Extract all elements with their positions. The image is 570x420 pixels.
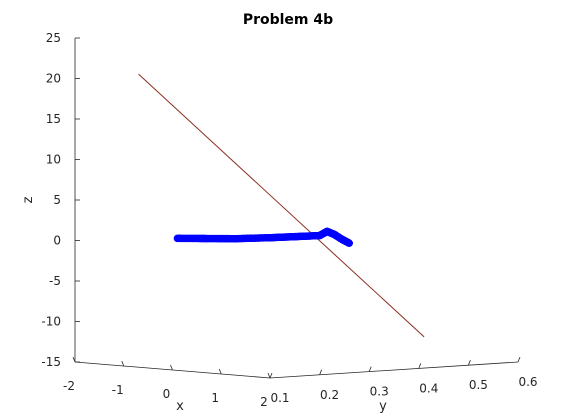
z-tick-label: 25 (46, 31, 61, 45)
y-tick-mark (319, 369, 322, 375)
y-tick-mark (517, 356, 521, 363)
x-tick-mark (121, 360, 125, 367)
z-tick-label: -15 (41, 355, 61, 369)
y-tick-label: 0.1 (270, 391, 289, 405)
z-tick-label: 0 (53, 234, 61, 248)
y-tick-label: 0.5 (469, 378, 488, 392)
x-tick-mark (170, 364, 173, 371)
x-tick-label: 2 (260, 395, 268, 409)
x-tick-label: 1 (211, 391, 219, 405)
y-tick-mark (418, 363, 422, 369)
data-point-marker (345, 239, 353, 247)
z-axis-label: z (21, 196, 36, 203)
z-ticks: 25 20 15 10 5 0 -5 -10 -15 (41, 31, 80, 369)
y-tick-label: 0.4 (419, 381, 438, 395)
y-axis-line (269, 361, 519, 379)
chart-title: Problem 4b (243, 12, 333, 28)
x-tick-mark (72, 356, 76, 363)
series-layer (138, 73, 425, 338)
y-tick-mark (368, 366, 372, 372)
y-tick-label: 0.3 (370, 385, 389, 399)
z-tick-label: 15 (46, 112, 61, 126)
z-tick-label: 20 (46, 72, 61, 86)
x-ticks: -2 -1 0 1 2 (63, 356, 271, 409)
y-tick-label: 0.2 (320, 388, 339, 402)
x-tick-label: -2 (63, 379, 75, 393)
y-tick-label: 0.6 (518, 375, 537, 389)
y-ticks: 0.1 0.2 0.3 0.4 0.5 0.6 (269, 356, 538, 405)
x-tick-label: -1 (112, 383, 124, 397)
y-tick-mark (269, 372, 273, 379)
z-tick-label: 10 (46, 153, 61, 167)
y-axis-label: y (379, 399, 387, 414)
z-tick-label: -5 (49, 274, 61, 288)
x-tick-mark (218, 368, 222, 375)
z-tick-label: 5 (53, 193, 61, 207)
x-tick-label: 0 (163, 387, 171, 401)
x-tick-mark (267, 372, 271, 379)
z-tick-label: -10 (41, 315, 61, 329)
trajectory-line (138, 73, 425, 338)
y-tick-mark (468, 360, 471, 366)
x-axis-label: x (176, 399, 184, 414)
